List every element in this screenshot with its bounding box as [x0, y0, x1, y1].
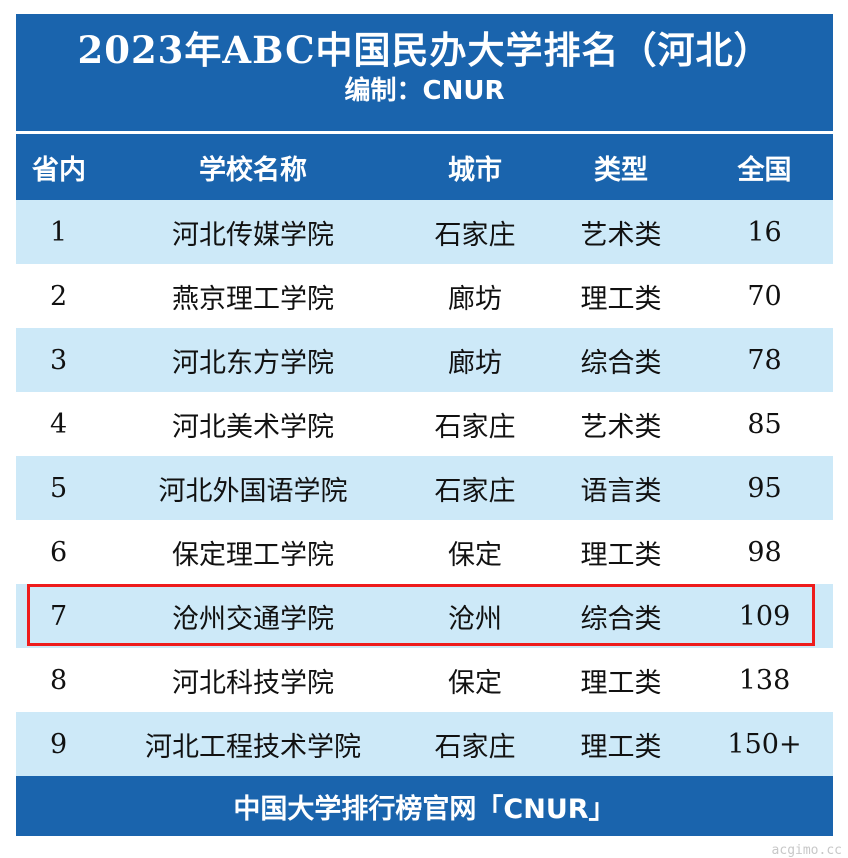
table-row: 7 沧州交通学院 沧州 综合类 109 — [16, 584, 833, 648]
city-cell: 沧州 — [448, 603, 502, 635]
city-cell: 石家庄 — [434, 475, 516, 507]
national-rank-cell: 98 — [747, 536, 782, 568]
city-cell: 石家庄 — [434, 731, 516, 763]
table-row: 2 燕京理工学院 廊坊 理工类 70 — [16, 264, 833, 328]
table-row: 6 保定理工学院 保定 理工类 98 — [16, 520, 833, 584]
school-name-cell: 河北外国语学院 — [158, 475, 348, 507]
city-cell: 石家庄 — [434, 219, 516, 251]
col-header-type: 类型 — [594, 154, 648, 186]
school-name-cell: 河北工程技术学院 — [145, 731, 361, 763]
column-headers: 省内 学校名称 城市 类型 全国 — [16, 134, 833, 200]
city-cell: 廊坊 — [448, 347, 502, 379]
type-cell: 理工类 — [580, 731, 662, 763]
national-rank-cell: 85 — [747, 408, 782, 440]
table-header: 2023年ABC中国民办大学排名（河北） 编制：CNUR — [16, 14, 833, 131]
school-name-cell: 河北东方学院 — [172, 347, 334, 379]
table-row: 3 河北东方学院 廊坊 综合类 78 — [16, 328, 833, 392]
national-rank-cell: 95 — [747, 472, 782, 504]
table-row: 4 河北美术学院 石家庄 艺术类 85 — [16, 392, 833, 456]
province-rank-cell: 5 — [50, 472, 68, 504]
school-name-cell: 河北科技学院 — [172, 667, 334, 699]
table-row: 8 河北科技学院 保定 理工类 138 — [16, 648, 833, 712]
national-rank-cell: 150+ — [727, 728, 802, 760]
type-cell: 理工类 — [580, 283, 662, 315]
ranking-table: 2023年ABC中国民办大学排名（河北） 编制：CNUR 省内 学校名称 城市 … — [16, 14, 833, 836]
table-row: 5 河北外国语学院 石家庄 语言类 95 — [16, 456, 833, 520]
table-row: 9 河北工程技术学院 石家庄 理工类 150+ — [16, 712, 833, 776]
city-cell: 保定 — [448, 539, 502, 571]
province-rank-cell: 6 — [50, 536, 68, 568]
type-cell: 综合类 — [580, 347, 662, 379]
col-header-national-rank: 全国 — [737, 154, 792, 186]
watermark: acgimo.cc — [771, 843, 842, 858]
type-cell: 理工类 — [580, 539, 662, 571]
type-cell: 语言类 — [580, 475, 662, 507]
school-name-cell: 保定理工学院 — [172, 539, 334, 571]
highlight-box — [27, 584, 815, 646]
city-cell: 石家庄 — [434, 411, 516, 443]
national-rank-cell: 138 — [738, 664, 791, 696]
type-cell: 综合类 — [580, 603, 662, 635]
national-rank-cell: 109 — [738, 600, 791, 632]
table-subtitle: 编制：CNUR — [344, 76, 505, 106]
province-rank-cell: 7 — [50, 600, 68, 632]
province-rank-cell: 9 — [50, 728, 68, 760]
school-name-cell: 燕京理工学院 — [172, 283, 334, 315]
national-rank-cell: 16 — [747, 216, 782, 248]
province-rank-cell: 4 — [50, 408, 68, 440]
table-footer: 中国大学排行榜官网「CNUR」 — [16, 776, 833, 836]
table-row: 1 河北传媒学院 石家庄 艺术类 16 — [16, 200, 833, 264]
school-name-cell: 沧州交通学院 — [172, 603, 334, 635]
province-rank-cell: 2 — [50, 280, 68, 312]
school-name-cell: 河北美术学院 — [172, 411, 334, 443]
col-header-school-name: 学校名称 — [199, 154, 307, 186]
national-rank-cell: 70 — [747, 280, 782, 312]
school-name-cell: 河北传媒学院 — [172, 219, 334, 251]
table-title: 2023年ABC中国民办大学排名（河北） — [77, 28, 772, 72]
province-rank-cell: 1 — [50, 216, 68, 248]
national-rank-cell: 78 — [747, 344, 782, 376]
province-rank-cell: 3 — [50, 344, 68, 376]
city-cell: 廊坊 — [448, 283, 502, 315]
type-cell: 艺术类 — [580, 411, 662, 443]
col-header-city: 城市 — [448, 154, 502, 186]
type-cell: 艺术类 — [580, 219, 662, 251]
province-rank-cell: 8 — [50, 664, 68, 696]
city-cell: 保定 — [448, 667, 502, 699]
type-cell: 理工类 — [580, 667, 662, 699]
col-header-province-rank: 省内 — [32, 154, 86, 186]
table-body: 1 河北传媒学院 石家庄 艺术类 16 2 燕京理工学院 廊坊 理工类 70 3 河北东方学院 廊坊 综合… — [16, 200, 833, 776]
